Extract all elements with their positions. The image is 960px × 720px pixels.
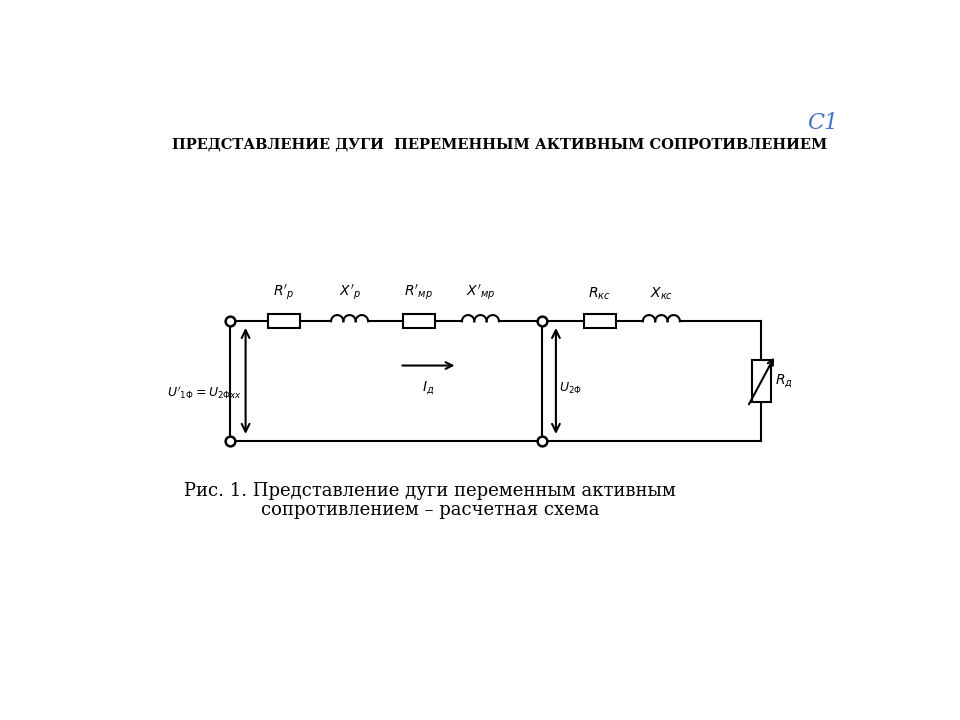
Text: $R_д$: $R_д$ — [776, 372, 793, 390]
Text: $R_{кс}$: $R_{кс}$ — [588, 286, 612, 302]
Text: Рис. 1. Представление дуги переменным активным: Рис. 1. Представление дуги переменным ак… — [184, 482, 677, 500]
Text: $I_д$: $I_д$ — [422, 379, 435, 397]
Text: $U_{2\Phi}$: $U_{2\Phi}$ — [559, 381, 582, 396]
Bar — [584, 315, 616, 328]
Text: $X'_{мр}$: $X'_{мр}$ — [466, 282, 495, 302]
Bar — [402, 315, 435, 328]
Bar — [753, 360, 771, 402]
Text: $X_{кс}$: $X_{кс}$ — [650, 286, 673, 302]
Text: $U'_{1\Phi} = U_{2\Phi xx}$: $U'_{1\Phi} = U_{2\Phi xx}$ — [167, 384, 242, 401]
Bar — [268, 315, 300, 328]
Text: ПРЕДСТАВЛЕНИЕ ДУГИ  ПЕРЕМЕННЫМ АКТИВНЫМ СОПРОТИВЛЕНИЕМ: ПРЕДСТАВЛЕНИЕ ДУГИ ПЕРЕМЕННЫМ АКТИВНЫМ С… — [172, 137, 828, 151]
Text: сопротивлением – расчетная схема: сопротивлением – расчетная схема — [261, 501, 600, 519]
Text: $R'_{мр}$: $R'_{мр}$ — [404, 282, 433, 302]
Text: C1: C1 — [807, 112, 839, 135]
Text: $X'_{р}$: $X'_{р}$ — [339, 282, 361, 302]
Text: $R'_{р}$: $R'_{р}$ — [274, 282, 295, 302]
